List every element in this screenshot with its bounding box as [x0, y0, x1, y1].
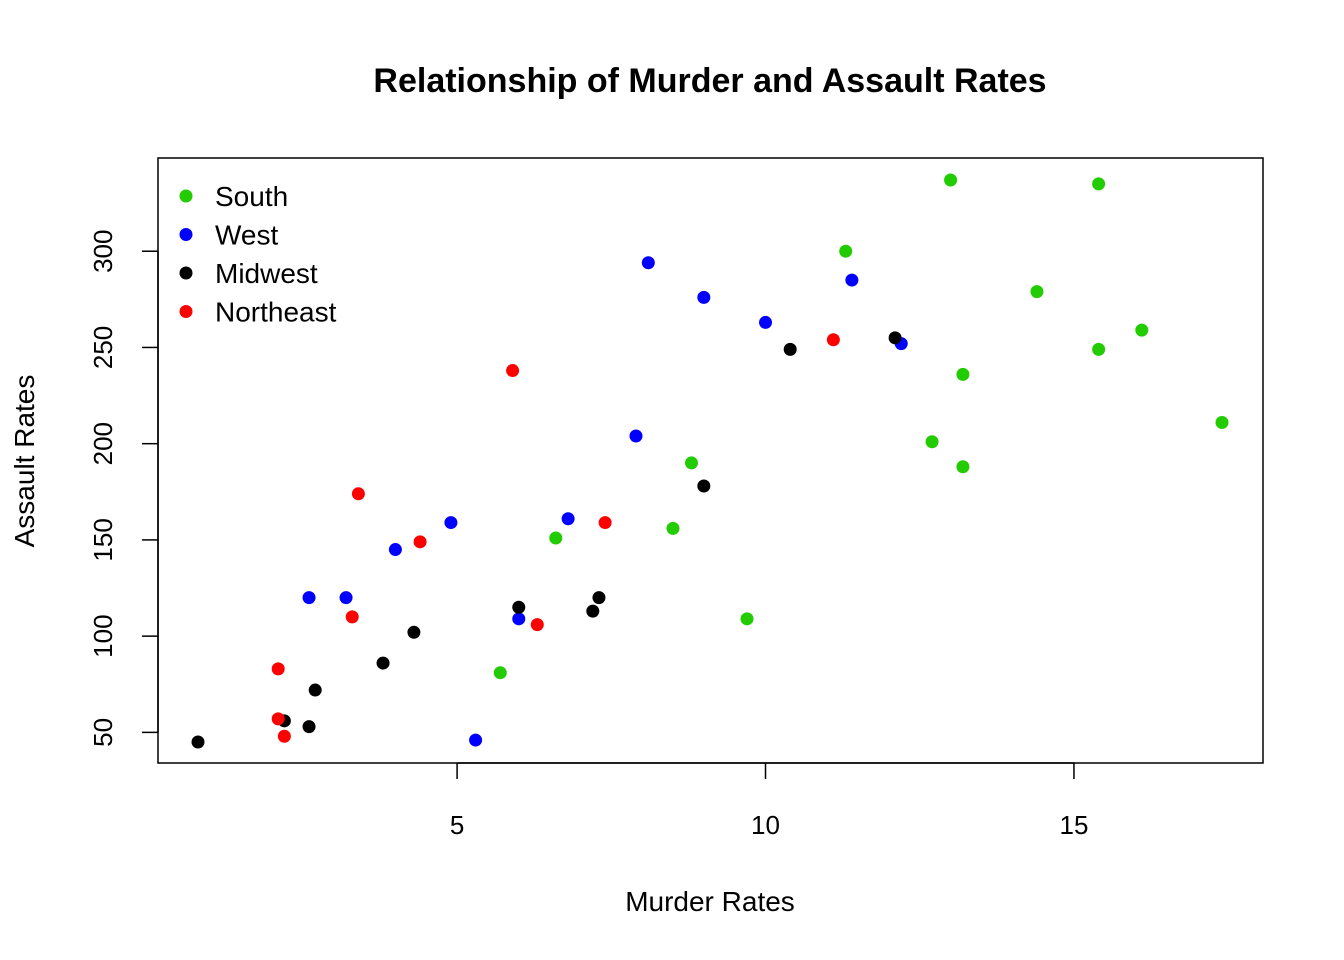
legend-label-west: West [215, 220, 278, 251]
point-midwest [407, 625, 421, 639]
point-midwest [512, 600, 526, 614]
legend-label-midwest: Midwest [215, 258, 318, 289]
point-midwest [783, 342, 797, 356]
point-south [1092, 342, 1106, 356]
data-points [191, 173, 1229, 749]
point-south [493, 666, 507, 680]
legend-label-south: South [215, 181, 288, 212]
point-midwest [697, 479, 711, 493]
point-midwest [888, 331, 902, 345]
plot-frame [157, 157, 1264, 764]
point-northeast [530, 618, 544, 632]
point-west [759, 315, 773, 329]
legend-marker-west [179, 228, 193, 241]
x-tick-label: 15 [1059, 810, 1088, 840]
point-west [388, 543, 402, 557]
point-south [666, 521, 680, 535]
legend-marker-south [179, 189, 193, 203]
point-west [444, 516, 458, 530]
point-northeast [598, 516, 612, 530]
point-west [845, 273, 859, 287]
y-tick-label: 150 [88, 518, 118, 561]
point-midwest [308, 683, 322, 697]
point-northeast [277, 729, 291, 743]
point-northeast [506, 364, 520, 378]
point-midwest [376, 656, 390, 670]
y-tick-label: 100 [88, 614, 118, 657]
legend-marker-midwest [179, 266, 193, 280]
x-axis: 5 10 15 [450, 762, 1088, 840]
point-midwest [592, 591, 606, 605]
point-south [740, 612, 754, 626]
point-south [1135, 323, 1149, 337]
legend-marker-northeast [179, 305, 193, 318]
y-tick-label: 300 [88, 230, 118, 273]
point-west [339, 591, 353, 605]
point-south [944, 173, 958, 187]
y-tick-label: 50 [88, 718, 118, 747]
point-northeast [413, 535, 427, 549]
x-tick-label: 10 [751, 810, 780, 840]
point-northeast [271, 662, 285, 676]
point-northeast [826, 333, 840, 347]
point-west [629, 429, 643, 443]
legend: South West Midwest Northeast [179, 181, 337, 328]
point-south [1030, 285, 1044, 299]
x-tick-label: 5 [450, 810, 464, 840]
point-west [469, 733, 483, 747]
point-midwest [302, 720, 316, 734]
point-south [1092, 177, 1106, 191]
y-tick-label: 250 [88, 326, 118, 369]
y-tick-label: 200 [88, 422, 118, 465]
point-midwest [586, 604, 600, 618]
y-axis: 50 100 150 200 250 300 [88, 230, 159, 747]
point-south [956, 460, 970, 474]
x-axis-label: Murder Rates [625, 886, 795, 917]
point-northeast [351, 487, 365, 501]
point-midwest [191, 735, 205, 749]
point-west [561, 512, 575, 526]
point-west [641, 256, 655, 270]
point-south [1215, 416, 1229, 430]
y-axis-label: Assault Rates [9, 375, 40, 548]
point-south [956, 367, 970, 381]
point-south [549, 531, 563, 545]
point-west [302, 591, 316, 605]
point-south [925, 435, 939, 449]
point-northeast [271, 712, 285, 726]
point-west [697, 290, 711, 304]
point-west [512, 612, 526, 626]
point-northeast [345, 610, 359, 624]
chart-title: Relationship of Murder and Assault Rates [373, 62, 1046, 100]
point-south [839, 244, 853, 258]
legend-label-northeast: Northeast [215, 297, 337, 328]
point-south [684, 456, 698, 470]
